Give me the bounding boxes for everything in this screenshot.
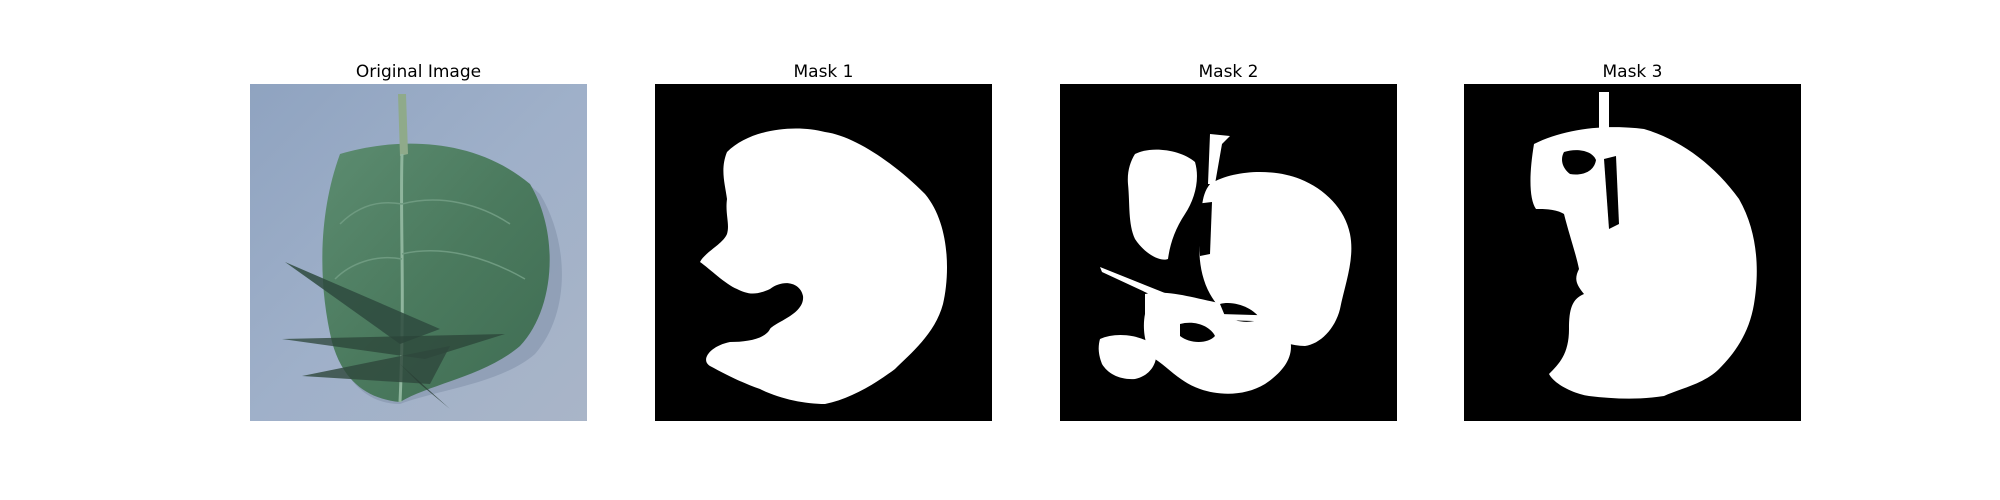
panel-title: Mask 3 [1602, 62, 1663, 82]
mask-1-image [655, 84, 992, 421]
panel-mask-2: Mask 2 [1060, 60, 1397, 421]
panel-mask-1: Mask 1 [655, 60, 992, 421]
panel-title: Mask 1 [793, 62, 854, 82]
mask-2-image [1060, 84, 1397, 421]
mask-3-image [1464, 84, 1801, 421]
panel-title: Mask 2 [1198, 62, 1259, 82]
panel-original-image: Original Image [250, 60, 587, 421]
original-leaf-photo [250, 84, 587, 421]
panel-mask-3: Mask 3 [1464, 60, 1801, 421]
panel-title: Original Image [355, 62, 482, 82]
